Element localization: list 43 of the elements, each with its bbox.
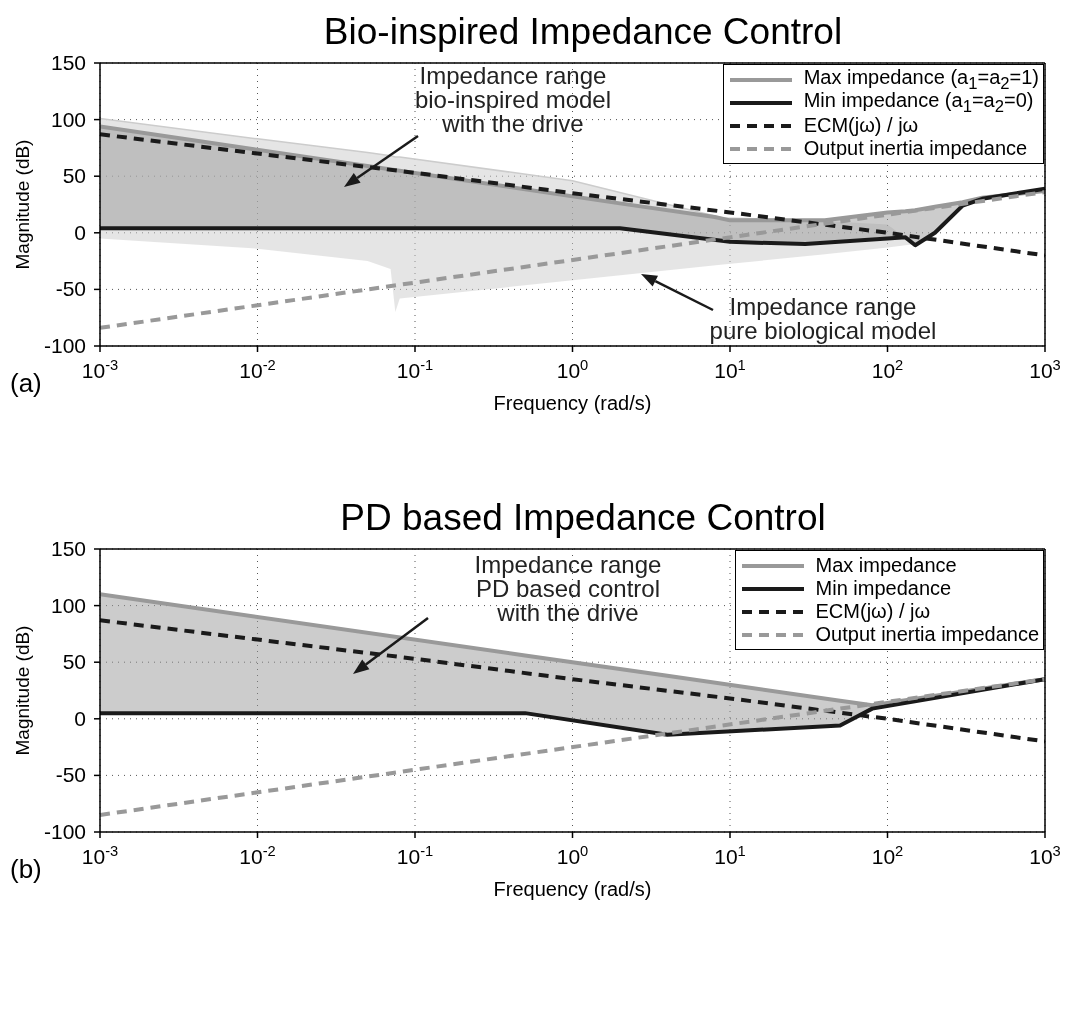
x-tick-label: 10$^{-1}$ [396, 357, 434, 382]
y-tick-label: 0 [74, 706, 86, 730]
legend-label: Output inertia impedance [803, 137, 1028, 160]
chart-title: Bio-inspired Impedance Control [323, 11, 843, 52]
text: (b) [10, 854, 42, 884]
x-tick-label: 10$^{3}$ [1029, 843, 1061, 868]
y-tick-label: 150 [50, 537, 86, 560]
x-axis-title: Frequency (rad/s) [493, 392, 652, 414]
legend-label: Min impedance [815, 577, 952, 600]
x-tick-label: 10$^{-1}$ [396, 843, 434, 868]
text: (a) [10, 368, 42, 398]
x-tick-label: 10$^{1}$ [714, 843, 746, 868]
y-tick-label: 150 [50, 51, 86, 74]
x-tick-label: 10$^{1}$ [714, 357, 746, 382]
y-tick-label: -50 [55, 277, 86, 301]
legend-label: Output inertia impedance [815, 623, 1039, 646]
x-tick-label: 10$^{-3}$ [81, 843, 119, 868]
y-tick-label: 0 [74, 220, 86, 244]
x-tick-label: 10$^{-2}$ [239, 357, 276, 382]
y-tick-label: 50 [62, 164, 86, 188]
y-tick-label: 50 [62, 650, 86, 674]
x-axis-title: Frequency (rad/s) [493, 878, 652, 900]
x-tick-label: 10$^{3}$ [1029, 357, 1061, 382]
x-tick-label: 10$^{0}$ [556, 357, 589, 382]
y-axis-title: Magnitude (dB) [11, 139, 33, 270]
y-tick-label: -100 [43, 334, 86, 357]
x-tick-label: 10$^{2}$ [871, 843, 904, 868]
annotation: Impedance range pure biological model [709, 293, 937, 344]
x-tick-label: 10$^{0}$ [556, 843, 589, 868]
legend-label: ECM(jω) / jω [815, 600, 931, 623]
y-tick-label: 100 [50, 593, 86, 617]
y-tick-label: -50 [55, 763, 86, 787]
chart-title: PD based Impedance Control [340, 497, 826, 538]
y-axis-title: Magnitude (dB) [11, 625, 33, 756]
y-tick-label: 100 [50, 107, 86, 131]
y-tick-label: -100 [43, 820, 86, 843]
x-tick-label: 10$^{-3}$ [81, 357, 119, 382]
legend-label: Max impedance [815, 554, 957, 577]
x-tick-label: 10$^{2}$ [871, 357, 904, 382]
annotation: Impedance range PD based control with the drive [474, 551, 662, 626]
legend-label: ECM(jω) / jω [803, 114, 919, 137]
x-tick-label: 10$^{-2}$ [239, 843, 276, 868]
annotation: Impedance range bio-inspired model with the drive [414, 62, 612, 137]
